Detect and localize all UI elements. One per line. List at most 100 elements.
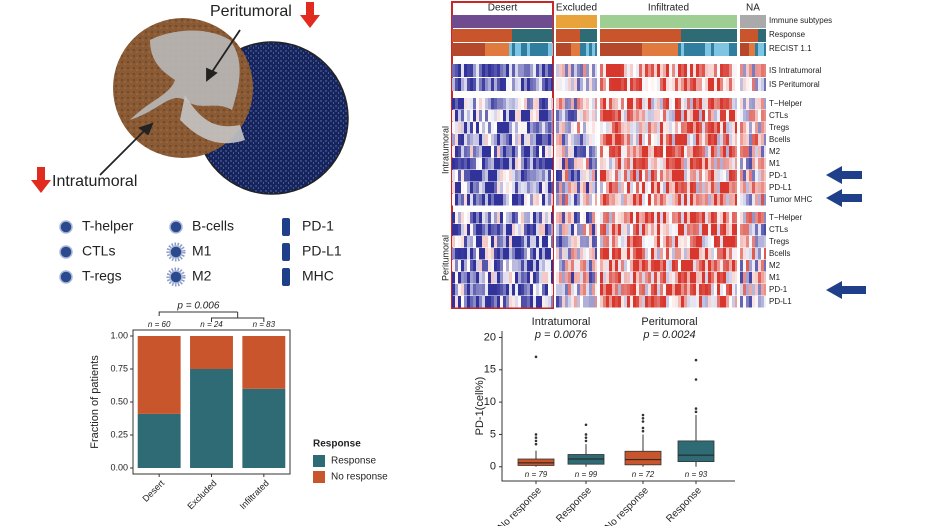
heatmap-cell — [633, 236, 636, 248]
heatmap-cell — [642, 98, 645, 110]
heatmap-cell — [509, 15, 512, 28]
heatmap-cell — [592, 15, 595, 28]
heatmap-cell — [464, 29, 467, 42]
heatmap-cell — [527, 146, 530, 158]
heatmap-cell — [630, 194, 633, 206]
heatmap-cell — [615, 134, 618, 146]
heatmap-cell — [536, 296, 539, 308]
heatmap-cell — [660, 134, 663, 146]
heatmap-cell — [663, 110, 666, 122]
heatmap-cell — [729, 134, 732, 146]
down-arrow — [31, 2, 320, 193]
heatmap-cell — [717, 64, 720, 77]
heatmap-cell — [672, 110, 675, 122]
heatmap-cell — [506, 64, 509, 77]
heatmap-cell — [600, 284, 603, 296]
heatmap-cell — [491, 146, 494, 158]
y-tick-label: 0.50 — [110, 396, 128, 406]
heatmap-cell — [470, 170, 473, 182]
heatmap-cell — [729, 78, 732, 91]
heatmap-cell — [657, 272, 660, 284]
heatmap-cell — [723, 134, 726, 146]
heatmap-cell — [473, 98, 476, 110]
heatmap-cell — [717, 224, 720, 236]
heatmap-cell — [574, 248, 577, 260]
heatmap-cell — [636, 134, 639, 146]
heatmap-cell — [512, 284, 515, 296]
heatmap-cell — [539, 98, 542, 110]
heatmap-cell — [476, 98, 479, 110]
heatmap-cell — [488, 224, 491, 236]
heatmap-cell — [506, 224, 509, 236]
outlier — [641, 426, 645, 430]
heatmap-cell — [562, 284, 565, 296]
heatmap-cell — [589, 29, 592, 42]
heatmap-cell — [729, 170, 732, 182]
heatmap-cell — [586, 212, 589, 224]
heatmap-cell — [675, 224, 678, 236]
heatmap-cell — [458, 284, 461, 296]
heatmap-cell — [583, 170, 586, 182]
heatmap-cell — [669, 296, 672, 308]
heatmap-cell — [488, 170, 491, 182]
heatmap-cell — [586, 170, 589, 182]
heatmap-cell — [562, 29, 565, 42]
heatmap-cell — [720, 248, 723, 260]
heatmap-cell — [494, 194, 497, 206]
heatmap-cell — [455, 29, 458, 42]
heatmap-cell — [589, 122, 592, 134]
heatmap-cell — [473, 260, 476, 272]
heatmap-cell — [764, 134, 766, 146]
heatmap-cell — [577, 134, 580, 146]
heatmap-cell — [699, 182, 702, 194]
heatmap-cell — [621, 296, 624, 308]
heatmap-cell — [464, 98, 467, 110]
heatmap-cell — [621, 272, 624, 284]
heatmap-cell — [542, 272, 545, 284]
heatmap-cell — [592, 110, 595, 122]
heatmap-cell — [542, 236, 545, 248]
heatmap-cell — [636, 170, 639, 182]
y-tick-label: 0.00 — [110, 462, 128, 472]
heatmap-cell — [497, 98, 500, 110]
heatmap-cell — [583, 134, 586, 146]
heatmap-cell — [654, 122, 657, 134]
heatmap-cell — [485, 98, 488, 110]
heatmap-cell — [669, 248, 672, 260]
heatmap-cell — [675, 260, 678, 272]
heatmap-cell — [609, 110, 612, 122]
heatmap-cell — [548, 296, 551, 308]
heatmap-cell — [551, 134, 553, 146]
outlier — [641, 429, 645, 433]
heatmap-cell — [568, 296, 571, 308]
heatmap-cell — [603, 224, 606, 236]
heatmap-cell — [669, 272, 672, 284]
heatmap-cell — [530, 272, 533, 284]
heatmap-cell — [518, 236, 521, 248]
heatmap-cell — [488, 122, 491, 134]
heatmap-cell — [574, 236, 577, 248]
heatmap-cell — [714, 122, 717, 134]
heatmap-cell — [485, 260, 488, 272]
heatmap-cell — [452, 236, 455, 248]
heatmap-cell — [714, 236, 717, 248]
heatmap-cell — [633, 146, 636, 158]
heatmap-cell — [648, 260, 651, 272]
heatmap-cell — [527, 170, 530, 182]
heatmap-cell — [642, 182, 645, 194]
heatmap-cell — [470, 272, 473, 284]
heatmap-cell — [752, 170, 755, 182]
heatmap-cell — [684, 110, 687, 122]
heatmap-cell — [639, 43, 642, 56]
heatmap-cell — [615, 170, 618, 182]
heatmap-cell — [693, 212, 696, 224]
heatmap-cell — [592, 248, 595, 260]
image-label: Intratumoral — [52, 173, 137, 190]
heatmap-cell — [615, 110, 618, 122]
heatmap-cell — [458, 122, 461, 134]
heatmap-cell — [639, 146, 642, 158]
heatmap-cell — [574, 158, 577, 170]
heatmap-cell — [648, 284, 651, 296]
heatmap-cell — [726, 296, 729, 308]
heatmap-cell — [497, 272, 500, 284]
